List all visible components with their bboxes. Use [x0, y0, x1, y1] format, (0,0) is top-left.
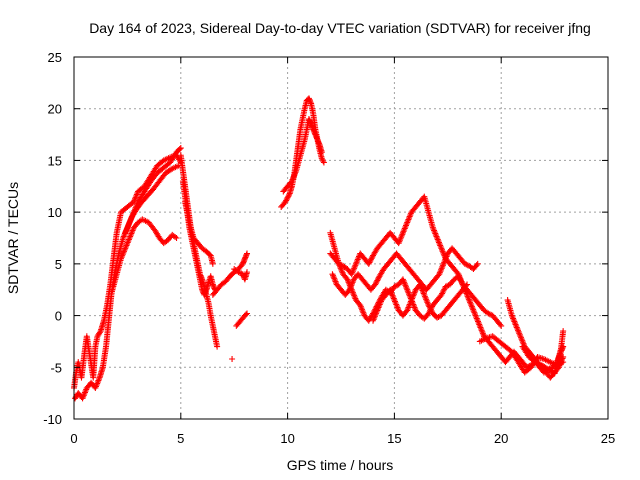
y-tick-label: 25	[48, 50, 62, 65]
data-point-marker	[373, 278, 380, 285]
data-point-marker	[319, 156, 326, 163]
series-track-i-small	[231, 266, 251, 283]
data-point-marker	[320, 159, 327, 166]
data-point-marker	[285, 193, 292, 200]
data-point-marker	[176, 146, 183, 153]
data-point-marker	[172, 233, 179, 240]
chart-title: Day 164 of 2023, Sidereal Day-to-day VTE…	[89, 20, 591, 36]
y-tick-label: -10	[43, 412, 62, 427]
data-point-marker	[439, 290, 446, 297]
data-point-marker	[485, 310, 492, 317]
x-axis-label: GPS time / hours	[287, 457, 394, 473]
series-track-c-early	[109, 216, 180, 293]
data-point-marker	[244, 310, 251, 317]
data-point-marker	[440, 287, 447, 294]
data-point-marker	[461, 260, 468, 267]
series-track-f-fall	[179, 178, 218, 298]
series-track-p-late	[370, 281, 471, 324]
data-point-marker	[392, 282, 399, 289]
axis-ticks: 0 5 10 15 20 25 -10 -5 0 5 10 15 20 25	[43, 50, 615, 446]
series-track-a-early	[71, 152, 184, 391]
data-point-marker	[391, 283, 398, 290]
data-point-marker	[374, 277, 381, 284]
data-point-marker	[427, 306, 434, 313]
data-point-marker	[209, 260, 216, 267]
data-point-marker	[428, 307, 435, 314]
data-point-marker	[427, 304, 433, 311]
data-point-marker	[214, 343, 221, 350]
y-axis-label: SDTVAR / TECUs	[5, 182, 21, 294]
y-tick-label: 15	[48, 153, 62, 168]
data-point-marker	[284, 194, 291, 201]
data-point-marker	[244, 250, 251, 257]
data-point-marker	[442, 283, 449, 290]
series-track-d-early	[122, 145, 184, 236]
series-track-o-late	[329, 245, 481, 298]
data-point-marker	[320, 158, 327, 165]
y-tick-label: 20	[48, 102, 62, 117]
data-point-marker	[318, 149, 325, 156]
data-point-marker	[282, 198, 289, 205]
y-tick-label: 10	[48, 205, 62, 220]
data-point-marker	[235, 269, 242, 276]
data-point-marker	[365, 260, 372, 267]
data-point-marker	[444, 282, 451, 289]
data-point-marker	[236, 269, 243, 276]
data-point-marker	[375, 276, 382, 283]
data-point-marker	[426, 303, 433, 310]
series-outlier	[229, 356, 236, 363]
series-track-t-tail	[519, 328, 567, 377]
data-point-marker	[464, 281, 471, 288]
data-point-marker	[283, 196, 290, 203]
data-point-marker	[283, 197, 290, 204]
data-point-marker	[425, 302, 432, 309]
plot-frame	[73, 56, 609, 420]
data-point-marker	[463, 261, 470, 268]
data-point-marker	[177, 145, 184, 152]
data-point-marker	[366, 259, 373, 266]
data-point-marker	[462, 282, 469, 289]
x-tick-label: 20	[494, 431, 508, 446]
series-track-m-late	[327, 229, 505, 329]
data-point-marker	[367, 258, 374, 265]
data-point-marker	[434, 314, 441, 321]
data-point-marker	[335, 260, 342, 267]
data-point-marker	[286, 191, 293, 198]
data-point-marker	[368, 255, 375, 262]
y-tick-label: 0	[55, 309, 62, 324]
data-point-marker	[474, 260, 481, 267]
data-point-marker	[96, 329, 103, 336]
data-point-marker	[372, 280, 379, 287]
data-point-marker	[473, 262, 480, 269]
series-track-j-small	[233, 310, 251, 329]
data-point-marker	[242, 311, 249, 318]
data-point-marker	[435, 313, 442, 320]
x-tick-label: 10	[280, 431, 294, 446]
data-point-marker	[439, 289, 446, 296]
data-point-marker	[173, 235, 180, 241]
data-point-marker	[498, 322, 505, 329]
x-tick-label: 25	[601, 431, 615, 446]
data-point-marker	[441, 286, 448, 293]
data-point-marker	[337, 261, 344, 268]
x-tick-label: 5	[177, 431, 184, 446]
data-point-marker	[229, 356, 236, 363]
data-point-marker	[372, 281, 379, 288]
series-track-g-fall	[182, 198, 216, 267]
data-point-marker	[497, 321, 504, 328]
x-tick-label: 0	[70, 431, 77, 446]
series-track-e-fall	[177, 152, 221, 350]
x-tick-label: 15	[387, 431, 401, 446]
series-track-l-peak	[280, 116, 325, 195]
data-point-marker	[438, 291, 445, 298]
y-tick-label: 5	[55, 257, 62, 272]
data-point-marker	[486, 311, 493, 318]
data-point-marker	[244, 269, 251, 276]
data-point-marker	[318, 155, 325, 162]
y-tick-label: -5	[50, 360, 62, 375]
data-point-marker	[367, 256, 374, 263]
data-point-marker	[560, 328, 567, 335]
data-points	[71, 95, 567, 402]
